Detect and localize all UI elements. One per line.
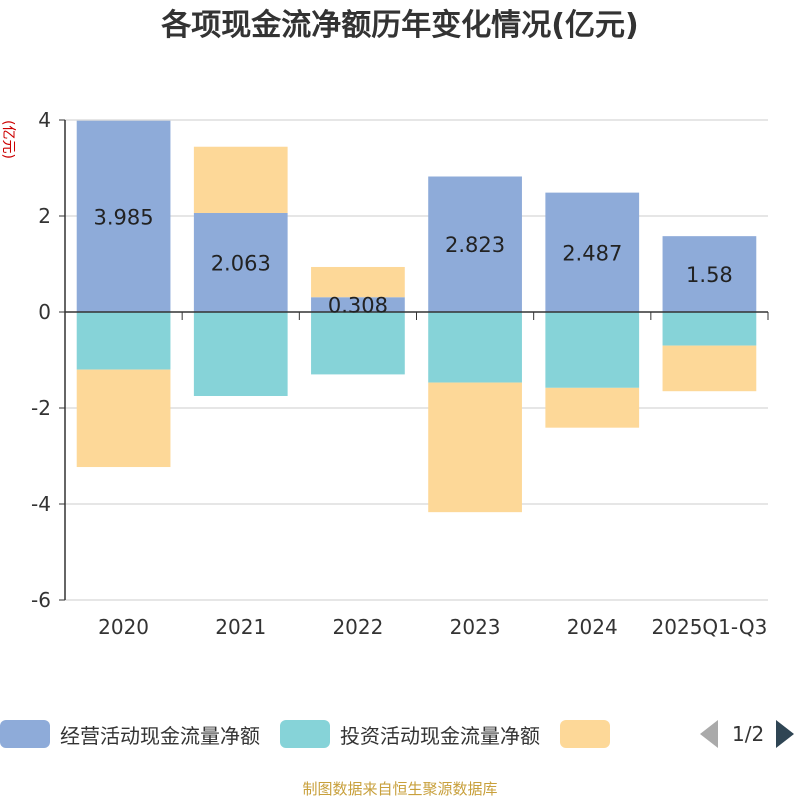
data-labels: 3.985 2.063 0.308 2.823 2.487 1.58: [94, 205, 733, 317]
data-label-2021: 2.063: [211, 251, 271, 275]
bars: [76, 120, 757, 513]
bar-2024-series-2[interactable]: [545, 387, 640, 428]
bar-2021-series-0[interactable]: [193, 212, 288, 312]
bar-2023-series-0[interactable]: [428, 176, 522, 312]
x-tick-label: 2024: [567, 615, 618, 639]
legend-next-icon[interactable]: [776, 720, 795, 748]
data-label-2025Q1-Q3: 1.58: [686, 263, 733, 287]
bar-2024-series-0[interactable]: [545, 192, 640, 312]
legend-swatch-operating: [0, 720, 50, 748]
bar-2022-series-0[interactable]: [311, 297, 405, 312]
legend-swatch-investing: [280, 720, 330, 748]
legend-label-investing: 投资活动现金流量净额: [340, 723, 540, 748]
bar-2020-series-0[interactable]: [76, 120, 171, 312]
bar-2022-series-2[interactable]: [311, 266, 405, 298]
x-tick-label: 2022: [332, 615, 383, 639]
legend-label-operating: 经营活动现金流量净额: [60, 723, 260, 748]
y-tick-label: -4: [31, 492, 51, 516]
legend-swatch-financing: [560, 720, 610, 748]
y-tick-label: -6: [31, 588, 51, 612]
legend-page-indicator: 1/2: [732, 722, 765, 746]
data-label-2024: 2.487: [562, 241, 622, 265]
bar-2020-series-2[interactable]: [76, 369, 171, 468]
legend-prev-icon[interactable]: [700, 720, 718, 748]
bar-2023-series-1[interactable]: [428, 312, 522, 383]
y-tick-label: 0: [38, 300, 51, 324]
bar-2025Q1-Q3-series-2[interactable]: [662, 345, 757, 392]
axes: 4 2 0 -2 -4 -6 2020 2021 2022 2023 2024 2025Q1-Q3: [31, 108, 769, 639]
y-axis-label: (亿元): [0, 120, 16, 159]
bar-2023-series-2[interactable]: [428, 382, 522, 513]
bar-2025Q1-Q3-series-1[interactable]: [662, 312, 757, 346]
y-tick-label: -2: [31, 396, 51, 420]
x-tick-label: 2025Q1-Q3: [652, 615, 768, 639]
legend-item-financing[interactable]: [560, 720, 620, 748]
bar-2021-series-2[interactable]: [193, 146, 288, 213]
x-tick-label: 2023: [450, 615, 501, 639]
x-tick-label: 2020: [98, 615, 149, 639]
bar-2022-series-1[interactable]: [311, 312, 405, 375]
y-tick-label: 4: [38, 108, 51, 132]
chart-title: 各项现金流净额历年变化情况(亿元): [161, 8, 639, 43]
bar-2025Q1-Q3-series-0[interactable]: [662, 236, 757, 312]
data-label-2023: 2.823: [445, 233, 505, 257]
y-tick-label: 2: [38, 204, 51, 228]
legend: 经营活动现金流量净额 投资活动现金流量净额: [0, 716, 640, 752]
legend-item-investing[interactable]: 投资活动现金流量净额: [280, 720, 540, 749]
bar-2024-series-1[interactable]: [545, 312, 640, 388]
chart-area: 4 2 0 -2 -4 -6 2020 2021 2022 2023 2024 2025Q1-Q3 3…: [0, 108, 769, 639]
bar-2020-series-1[interactable]: [76, 312, 171, 370]
bar-2021-series-1[interactable]: [193, 312, 288, 396]
x-tick-label: 2021: [215, 615, 266, 639]
data-label-2020: 3.985: [94, 205, 154, 229]
legend-pager: 1/2: [700, 716, 795, 752]
data-label-2022: 0.308: [328, 294, 388, 318]
source-note: 制图数据来自恒生聚源数据库: [302, 780, 498, 798]
legend-item-operating[interactable]: 经营活动现金流量净额: [0, 720, 260, 749]
